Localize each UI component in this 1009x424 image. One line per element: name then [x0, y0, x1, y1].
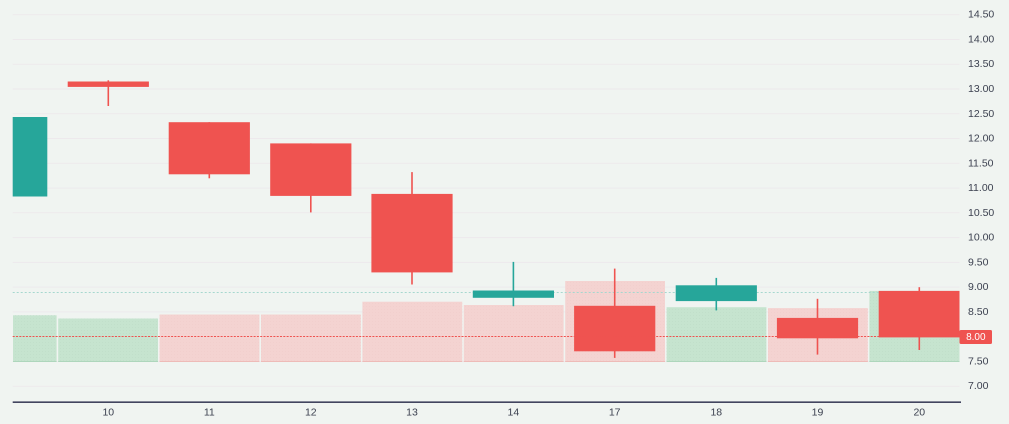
- svg-text:8.50: 8.50: [968, 306, 989, 318]
- svg-text:7.00: 7.00: [968, 380, 989, 392]
- svg-text:13: 13: [406, 407, 418, 419]
- svg-text:13.00: 13.00: [968, 83, 994, 95]
- svg-text:9.00: 9.00: [968, 281, 989, 293]
- svg-text:20: 20: [913, 407, 925, 419]
- svg-text:14.00: 14.00: [968, 34, 994, 46]
- svg-text:12.50: 12.50: [968, 108, 994, 120]
- svg-text:13.50: 13.50: [968, 58, 994, 70]
- svg-text:14.50: 14.50: [968, 9, 994, 21]
- svg-text:19: 19: [812, 407, 824, 419]
- svg-text:9.50: 9.50: [968, 256, 989, 268]
- svg-text:18: 18: [710, 407, 722, 419]
- svg-text:11.50: 11.50: [968, 157, 994, 169]
- svg-text:10: 10: [102, 407, 114, 419]
- svg-text:10.50: 10.50: [968, 207, 994, 219]
- svg-text:11.00: 11.00: [968, 182, 994, 194]
- svg-text:10.00: 10.00: [968, 232, 994, 244]
- svg-text:8.00: 8.00: [966, 332, 986, 343]
- svg-text:7.50: 7.50: [968, 355, 989, 367]
- svg-text:12: 12: [305, 407, 317, 419]
- svg-text:17: 17: [609, 407, 621, 419]
- svg-text:14: 14: [508, 407, 520, 419]
- svg-text:12.00: 12.00: [968, 133, 994, 145]
- svg-text:11: 11: [204, 407, 215, 419]
